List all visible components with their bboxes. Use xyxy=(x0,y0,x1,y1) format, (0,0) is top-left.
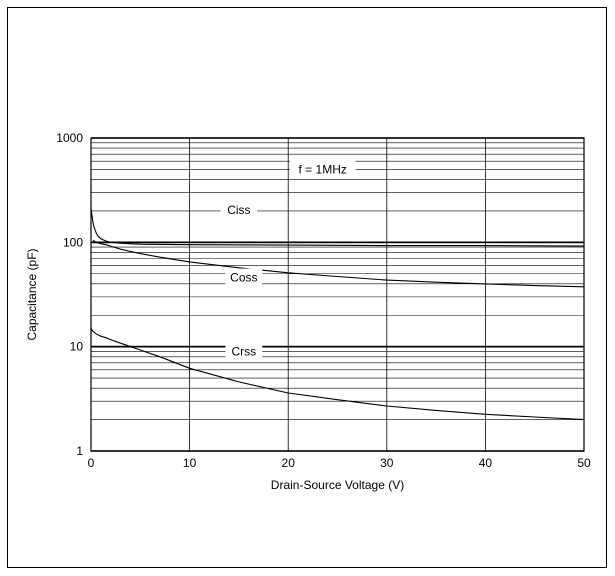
series-lines xyxy=(90,208,585,421)
chart-frame: 0 10 20 30 40 50 1 10 100 1000 f = 1MHz Ciss Coss C… xyxy=(7,7,607,568)
series-line-coss xyxy=(92,239,585,288)
y-tick-label: 10 xyxy=(70,340,84,354)
x-tick-labels: 0 10 20 30 40 50 xyxy=(88,456,591,470)
annotation-label: Crss xyxy=(231,344,256,358)
x-tick-label: 30 xyxy=(380,456,394,470)
plot-border xyxy=(90,137,585,452)
annotation-label: Coss xyxy=(230,271,257,285)
annotation-label: Ciss xyxy=(227,203,250,217)
y-tick-labels: 1 10 100 1000 xyxy=(56,131,83,458)
y-axis-label: Capacitance (pF) xyxy=(25,248,39,340)
x-tick-label: 0 xyxy=(88,456,95,470)
x-axis-label: Drain-Source Voltage (V) xyxy=(271,478,404,492)
y-tick-label: 100 xyxy=(63,235,83,249)
annotation-backing xyxy=(225,268,263,285)
x-tick-label: 10 xyxy=(183,456,197,470)
capacitance-chart: 0 10 20 30 40 50 1 10 100 1000 f = 1MHz Ciss Coss C… xyxy=(25,131,591,492)
grid-lines xyxy=(90,137,585,452)
x-tick-label: 40 xyxy=(479,456,493,470)
series-line-crss xyxy=(90,328,585,421)
y-tick-label: 1000 xyxy=(56,131,83,145)
series-line-ciss xyxy=(90,208,585,247)
annotation-backing xyxy=(220,200,258,217)
x-tick-label: 50 xyxy=(577,456,591,470)
x-tick-label: 20 xyxy=(282,456,296,470)
y-tick-label: 1 xyxy=(76,444,83,458)
annotation-label: f = 1MHz xyxy=(299,162,347,176)
annotation-backing xyxy=(225,342,263,359)
annotation-backing xyxy=(289,160,356,177)
annotations: f = 1MHz Ciss Coss Crss xyxy=(220,160,356,359)
